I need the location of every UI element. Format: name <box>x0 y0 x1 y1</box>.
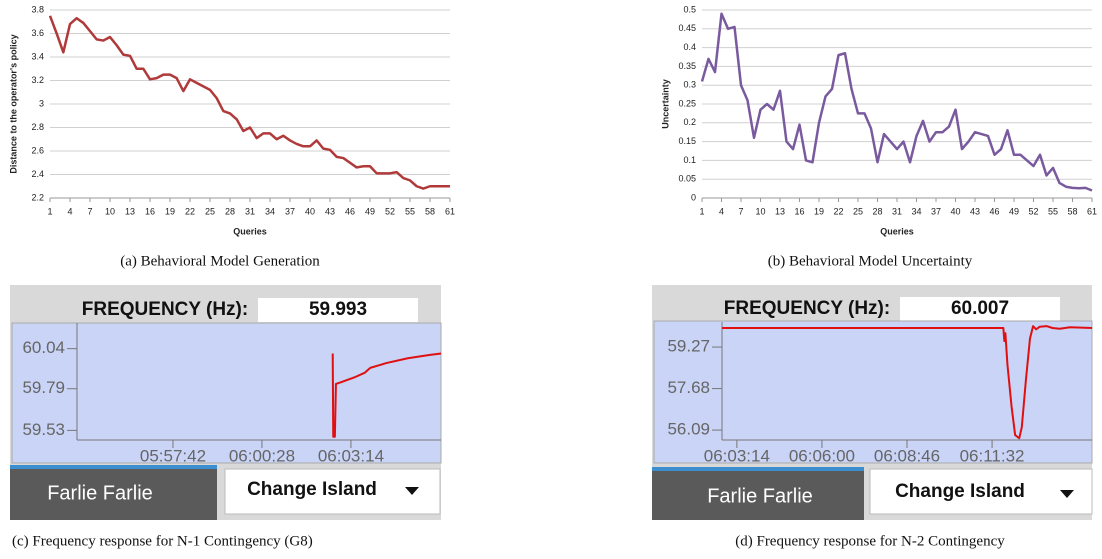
y-tick-label: 2.2 <box>31 192 44 202</box>
y-tick-label: 3.4 <box>31 51 44 61</box>
button-label[interactable]: Change Island <box>895 481 1025 502</box>
y-tick-label: 3.6 <box>31 28 44 38</box>
x-tick-label: 28 <box>872 206 882 216</box>
y-tick-label: 0.2 <box>683 117 696 127</box>
x-tick-label: 16 <box>794 206 804 216</box>
x-tick-label: 37 <box>285 206 295 216</box>
x-tick-label: 58 <box>1067 206 1077 216</box>
x-tick-label: 52 <box>1028 206 1038 216</box>
x-tick-label: 25 <box>205 206 215 216</box>
x-tick-label: 06:08:46 <box>874 446 940 465</box>
y-axis-label: Uncertainty <box>660 79 670 129</box>
x-tick-label: 28 <box>225 206 235 216</box>
y-tick-label: 3.8 <box>31 4 44 14</box>
readout-value: 60.007 <box>951 298 1009 319</box>
figure: FREQUENCY (Hz): 59.993 Farlie Farlie Cha… <box>0 0 1102 559</box>
x-tick-label: 06:00:28 <box>229 446 295 465</box>
x-tick-label: 06:03:14 <box>318 446 384 465</box>
x-tick-label: 4 <box>719 206 724 216</box>
x-tick-label: 19 <box>165 206 175 216</box>
island-name: Farlie Farlie <box>47 482 153 504</box>
x-axis-label: Queries <box>233 226 267 236</box>
caption: (a) Behavioral Model Generation <box>120 253 320 269</box>
island-name: Farlie Farlie <box>707 485 813 507</box>
x-tick-label: 06:06:00 <box>789 446 855 465</box>
x-tick-label: 31 <box>245 206 255 216</box>
x-tick-label: 13 <box>125 206 135 216</box>
readout-label: FREQUENCY (Hz): <box>724 298 890 319</box>
x-tick-label: 49 <box>1009 206 1019 216</box>
island-bar <box>10 465 217 469</box>
y-tick-label: 59.79 <box>22 378 65 397</box>
x-tick-label: 61 <box>445 206 455 216</box>
x-tick-label: 4 <box>67 206 72 216</box>
y-tick-label: 2.8 <box>31 122 44 132</box>
readout-label: FREQUENCY (Hz): <box>82 299 248 320</box>
x-tick-label: 7 <box>738 206 743 216</box>
y-tick-label: 56.09 <box>667 420 710 439</box>
series-line <box>50 16 450 189</box>
x-tick-label: 13 <box>775 206 785 216</box>
x-tick-label: 22 <box>185 206 195 216</box>
caption: (d) Frequency response for N-2 Contingen… <box>735 533 1005 549</box>
plot-area <box>12 323 441 463</box>
y-tick-label: 3.2 <box>31 75 44 85</box>
x-tick-label: 40 <box>305 206 315 216</box>
x-tick-label: 7 <box>87 206 92 216</box>
x-tick-label: 06:11:32 <box>960 446 1025 465</box>
x-tick-label: 49 <box>365 206 375 216</box>
y-tick-label: 0.05 <box>678 174 696 184</box>
y-tick-label: 0.4 <box>683 42 696 52</box>
y-tick-label: 3 <box>39 98 44 108</box>
x-tick-label: 55 <box>405 206 415 216</box>
x-tick-label: 22 <box>833 206 843 216</box>
island-bar <box>652 467 864 471</box>
x-tick-label: 61 <box>1087 206 1097 216</box>
series-line <box>702 14 1092 191</box>
x-tick-label: 1 <box>47 206 52 216</box>
y-tick-label: 0.1 <box>683 155 696 165</box>
caption: (c) Frequency response for N-1 Contingen… <box>12 533 313 549</box>
x-tick-label: 34 <box>911 206 921 216</box>
x-tick-label: 31 <box>892 206 902 216</box>
y-tick-label: 2.6 <box>31 145 44 155</box>
y-tick-label: 0 <box>691 192 696 202</box>
figure-canvas: FREQUENCY (Hz): 59.993 Farlie Farlie Cha… <box>0 0 1102 559</box>
plot-area <box>654 321 1092 463</box>
y-tick-label: 60.04 <box>22 338 65 357</box>
x-tick-label: 46 <box>345 206 355 216</box>
y-axis-label: Distance to the operator's policy <box>8 34 18 173</box>
y-tick-label: 0.25 <box>678 98 696 108</box>
y-tick-label: 59.53 <box>22 420 65 439</box>
y-tick-label: 57.68 <box>667 378 710 397</box>
caption: (b) Behavioral Model Uncertainty <box>768 253 973 269</box>
y-tick-label: 0.45 <box>678 23 696 33</box>
y-tick-label: 59.27 <box>667 337 710 356</box>
x-tick-label: 10 <box>105 206 115 216</box>
button-label[interactable]: Change Island <box>247 479 377 500</box>
x-tick-label: 43 <box>970 206 980 216</box>
readout-value: 59.993 <box>309 299 367 320</box>
x-tick-label: 58 <box>425 206 435 216</box>
x-tick-label: 55 <box>1048 206 1058 216</box>
x-tick-label: 46 <box>989 206 999 216</box>
x-tick-label: 06:03:14 <box>704 446 770 465</box>
x-tick-label: 19 <box>814 206 824 216</box>
y-tick-label: 0.5 <box>683 4 696 14</box>
x-tick-label: 37 <box>931 206 941 216</box>
x-tick-label: 25 <box>853 206 863 216</box>
x-axis-label: Queries <box>880 226 914 236</box>
y-tick-label: 2.4 <box>31 169 44 179</box>
y-tick-label: 0.35 <box>678 61 696 71</box>
x-tick-label: 1 <box>699 206 704 216</box>
x-tick-label: 34 <box>265 206 275 216</box>
x-tick-label: 40 <box>950 206 960 216</box>
x-tick-label: 16 <box>145 206 155 216</box>
x-tick-label: 05:57:42 <box>140 446 206 465</box>
x-tick-label: 43 <box>325 206 335 216</box>
x-tick-label: 10 <box>755 206 765 216</box>
x-tick-label: 52 <box>385 206 395 216</box>
y-tick-label: 0.3 <box>683 80 696 90</box>
y-tick-label: 0.15 <box>678 136 696 146</box>
